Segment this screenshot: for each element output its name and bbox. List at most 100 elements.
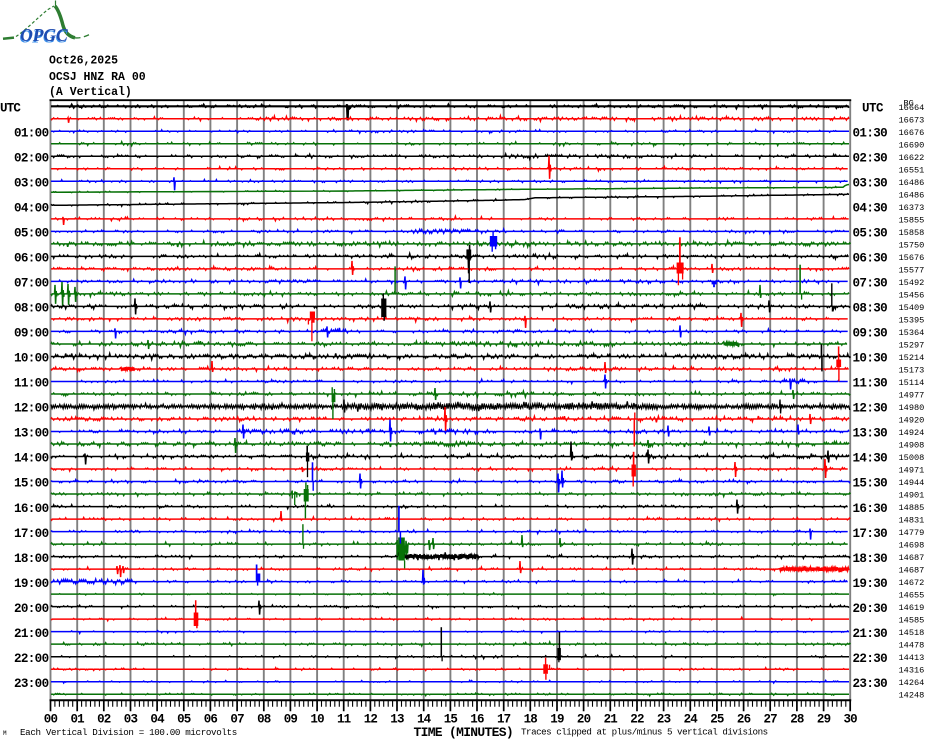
svg-text:27: 27: [763, 712, 777, 726]
svg-text:(A Vertical): (A Vertical): [49, 86, 132, 99]
svg-text:14944: 14944: [899, 478, 925, 488]
svg-text:15456: 15456: [899, 290, 925, 300]
svg-text:18: 18: [524, 712, 538, 726]
svg-text:24: 24: [684, 712, 699, 726]
svg-text:15364: 15364: [899, 328, 925, 338]
svg-text:17:00: 17:00: [14, 527, 49, 541]
svg-text:21: 21: [604, 712, 618, 726]
svg-text:14:00: 14:00: [14, 452, 49, 466]
svg-text:16: 16: [470, 712, 484, 726]
svg-text:07: 07: [230, 712, 244, 726]
svg-text:16486: 16486: [899, 190, 925, 200]
svg-text:07:30: 07:30: [853, 277, 888, 291]
svg-text:07:00: 07:00: [14, 277, 49, 291]
svg-text:14971: 14971: [899, 466, 925, 476]
svg-text:UTC: UTC: [0, 102, 21, 116]
svg-text:15577: 15577: [899, 265, 925, 275]
svg-text:10:00: 10:00: [14, 352, 49, 366]
svg-text:11:00: 11:00: [14, 377, 49, 391]
svg-text:12: 12: [364, 712, 378, 726]
svg-text:Each Vertical Division = 100.: Each Vertical Division = 100.00 microvol…: [20, 727, 237, 738]
svg-text:13: 13: [390, 712, 404, 726]
svg-text:25: 25: [710, 712, 724, 726]
svg-text:21:00: 21:00: [14, 627, 49, 641]
svg-text:12:00: 12:00: [14, 402, 49, 416]
svg-text:15676: 15676: [899, 253, 925, 263]
svg-text:01:00: 01:00: [14, 127, 49, 141]
svg-text:M: M: [3, 730, 7, 737]
svg-text:23:30: 23:30: [853, 677, 888, 691]
svg-text:14698: 14698: [899, 541, 925, 551]
svg-text:23:00: 23:00: [14, 677, 49, 691]
svg-text:11:30: 11:30: [853, 377, 888, 391]
svg-text:13:00: 13:00: [14, 427, 49, 441]
svg-text:20:00: 20:00: [14, 602, 49, 616]
svg-text:14619: 14619: [899, 603, 925, 613]
svg-text:14779: 14779: [899, 528, 925, 538]
svg-text:14316: 14316: [899, 666, 925, 676]
svg-text:14585: 14585: [899, 616, 925, 626]
svg-text:16664: 16664: [899, 103, 925, 113]
svg-text:13:30: 13:30: [853, 427, 888, 441]
svg-text:14655: 14655: [899, 591, 925, 601]
svg-text:15008: 15008: [899, 453, 925, 463]
svg-text:14264: 14264: [899, 678, 925, 688]
svg-text:15:30: 15:30: [853, 477, 888, 491]
svg-text:15173: 15173: [899, 366, 925, 376]
svg-text:14885: 14885: [899, 503, 925, 513]
svg-text:29: 29: [817, 712, 831, 726]
svg-text:14901: 14901: [899, 491, 925, 501]
svg-text:03:00: 03:00: [14, 177, 49, 191]
svg-text:02:30: 02:30: [853, 152, 888, 166]
svg-text:26: 26: [737, 712, 751, 726]
svg-text:14518: 14518: [899, 628, 925, 638]
svg-text:04: 04: [150, 712, 165, 726]
svg-text:14831: 14831: [899, 516, 925, 526]
svg-text:06: 06: [204, 712, 218, 726]
svg-text:15750: 15750: [899, 240, 925, 250]
svg-text:16676: 16676: [899, 128, 925, 138]
svg-text:22:00: 22:00: [14, 652, 49, 666]
svg-text:16690: 16690: [899, 140, 925, 150]
svg-text:15855: 15855: [899, 215, 925, 225]
svg-text:19:30: 19:30: [853, 577, 888, 591]
svg-text:06:00: 06:00: [14, 252, 49, 266]
svg-text:15492: 15492: [899, 278, 925, 288]
svg-text:18:30: 18:30: [853, 552, 888, 566]
svg-text:14687: 14687: [899, 553, 925, 563]
svg-text:23: 23: [657, 712, 671, 726]
svg-text:03: 03: [124, 712, 138, 726]
svg-text:06:30: 06:30: [853, 252, 888, 266]
svg-text:05: 05: [177, 712, 191, 726]
svg-text:16673: 16673: [899, 115, 925, 125]
svg-text:01: 01: [70, 712, 84, 726]
svg-text:TIME (MINUTES): TIME (MINUTES): [414, 725, 513, 740]
svg-text:16:30: 16:30: [853, 502, 888, 516]
svg-text:UTC: UTC: [862, 102, 884, 116]
svg-text:16622: 16622: [899, 153, 925, 163]
svg-text:04:30: 04:30: [853, 202, 888, 216]
svg-text:12:30: 12:30: [853, 402, 888, 416]
svg-text:19: 19: [550, 712, 564, 726]
svg-text:14687: 14687: [899, 566, 925, 576]
svg-text:15214: 15214: [899, 353, 925, 363]
svg-text:14924: 14924: [899, 428, 925, 438]
svg-text:21:30: 21:30: [853, 627, 888, 641]
svg-text:14672: 14672: [899, 578, 925, 588]
svg-text:15:00: 15:00: [14, 477, 49, 491]
svg-text:14:30: 14:30: [853, 452, 888, 466]
svg-text:22: 22: [630, 712, 644, 726]
svg-text:09:00: 09:00: [14, 327, 49, 341]
svg-text:08: 08: [257, 712, 271, 726]
svg-text:01:30: 01:30: [853, 127, 888, 141]
svg-text:20: 20: [577, 712, 591, 726]
svg-text:10: 10: [310, 712, 324, 726]
svg-text:02: 02: [97, 712, 111, 726]
svg-text:14413: 14413: [899, 653, 925, 663]
svg-text:04:00: 04:00: [14, 202, 49, 216]
svg-text:08:30: 08:30: [853, 302, 888, 316]
svg-text:09: 09: [284, 712, 298, 726]
svg-text:16:00: 16:00: [14, 502, 49, 516]
svg-text:11: 11: [337, 712, 351, 726]
svg-text:OPGC: OPGC: [20, 25, 68, 45]
